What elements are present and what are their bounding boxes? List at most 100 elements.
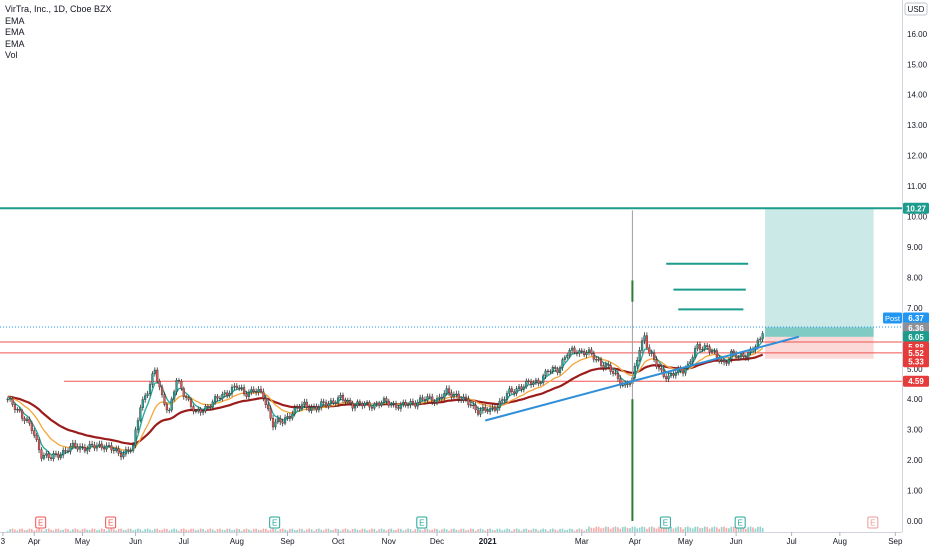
volume-bar [744,528,747,532]
volume-bar [578,528,581,532]
candle [571,345,574,354]
earnings-marker[interactable]: E [659,516,671,529]
volume-bar [718,528,721,532]
ema-line [7,353,764,445]
candle-body [464,396,468,400]
candle-body [698,344,702,350]
price-axis-tag-label: 10.27 [906,204,927,213]
candle-body [517,386,521,389]
candle [472,401,475,409]
candle [324,399,328,409]
volume-bar [677,526,680,532]
volume-bar [754,528,757,532]
volume-bar [515,528,518,532]
legend-ema-3[interactable]: EMA [5,38,25,49]
candle [310,404,313,414]
volume-bar [330,530,332,532]
earnings-marker[interactable]: E [867,516,879,529]
earnings-marker[interactable]: E [269,516,281,529]
volume-bar [120,528,122,532]
volume-bar [723,526,725,532]
candle [761,330,764,343]
volume-bar [602,527,605,532]
candle-body [587,349,591,353]
legend-volume[interactable]: Vol [5,50,18,60]
candle [235,383,238,390]
candle [158,378,161,391]
candle-body [361,403,364,407]
candle-body [416,402,419,407]
earnings-marker[interactable]: E [416,516,428,529]
earnings-marker[interactable]: E [734,516,746,529]
candle-body [310,407,313,411]
candle-body [484,407,487,411]
candle-body [445,388,448,394]
candle [493,404,497,413]
candle [74,439,77,450]
volume-bar [634,526,636,532]
earnings-marker[interactable]: E [105,516,117,529]
volume-bar [144,529,146,532]
candle-body [257,388,260,393]
candle [30,420,33,434]
volume-bar [752,527,754,532]
candle-body [599,359,603,366]
candle-body [216,396,219,399]
volume-bar [125,530,127,532]
candle-body [209,406,212,408]
volume-bar [380,528,383,532]
candle-body [443,393,446,399]
candle-body [163,394,166,405]
volume-bar [576,529,578,532]
candle-body [124,449,127,455]
candle [370,405,374,412]
candle-body [530,380,533,385]
candle [532,380,535,388]
candle [546,368,550,376]
volume-bar [609,528,612,532]
candle-body [428,396,431,398]
candle-body [9,398,12,400]
candle-body [259,388,263,392]
candle [255,388,258,396]
candle [587,347,591,356]
candle [616,369,620,382]
volume-bar [747,527,749,532]
candle [322,398,325,406]
earnings-marker[interactable]: E [35,516,47,529]
volume-bar [228,528,231,532]
candle [363,401,366,409]
candle [100,440,103,451]
candle-body [653,352,656,360]
candle [269,405,272,421]
candle [353,403,357,412]
volume-bar [286,530,289,532]
candle-body [136,420,140,430]
candle-body [11,398,14,405]
candle [604,361,607,371]
chart-legend: VirTra, Inc., 1D, Cboe BZX EMA EMA EMA V… [5,4,112,62]
candle-body [640,340,644,351]
legend-ema-2[interactable]: EMA [5,27,25,37]
candle [660,364,663,374]
candle [107,442,111,448]
candle [607,361,610,368]
candle [399,401,402,412]
candle [368,400,371,411]
candle-body [187,397,190,400]
candle [431,393,434,406]
candle [566,352,569,360]
y-tick-label: 16.00 [907,30,928,39]
candle [206,403,209,410]
candle-body [643,335,646,342]
volume-bar [91,528,93,532]
candle-body [365,401,369,404]
volume-bar [646,528,648,532]
volume-bar [248,529,250,532]
candle [52,450,55,462]
candle [708,344,711,356]
candle-body [411,401,415,404]
volume-bar [684,527,687,532]
legend-ema-1[interactable]: EMA [5,15,25,26]
